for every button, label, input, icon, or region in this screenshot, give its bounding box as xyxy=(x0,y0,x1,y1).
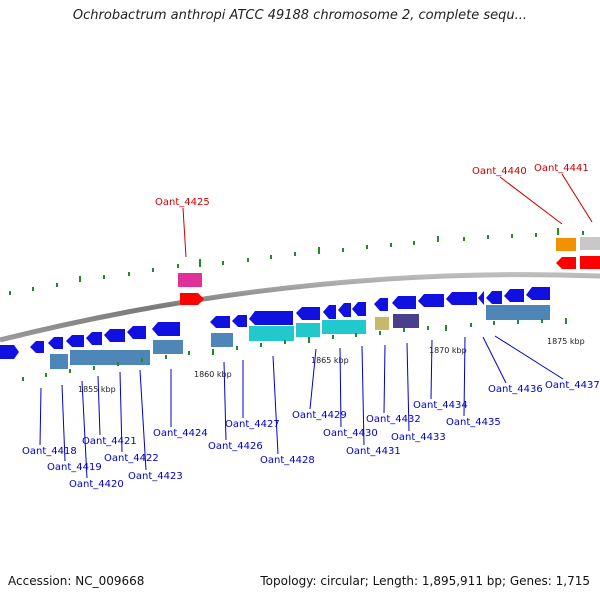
gene-label-oant-4421[interactable]: Oant_4421 xyxy=(82,436,137,447)
gene-arrow xyxy=(66,335,84,347)
leader-line xyxy=(223,361,227,441)
leader-line xyxy=(139,369,147,471)
gene-arrow xyxy=(374,298,388,311)
gene-label-oant-4437[interactable]: Oant_4437 xyxy=(545,380,600,391)
lower-genes xyxy=(0,287,550,359)
gene-oant-4441-rna xyxy=(580,237,600,250)
cds-box xyxy=(249,326,294,341)
gene-arrow xyxy=(323,305,336,319)
gene-label-oant-4427[interactable]: Oant_4427 xyxy=(225,419,280,430)
cds-box xyxy=(393,314,419,328)
gene-arrow xyxy=(152,322,180,336)
gene-arrow xyxy=(30,341,44,353)
cds-box xyxy=(375,317,389,330)
scale-tick-1855: 1855 kbp xyxy=(78,385,116,394)
gene-label-oant-4420[interactable]: Oant_4420 xyxy=(69,479,124,490)
cds-box xyxy=(296,323,320,337)
gene-arrow xyxy=(446,292,477,305)
genome-summary-text: Topology: circular; Length: 1,895,911 bp… xyxy=(260,574,590,588)
leader-line xyxy=(406,342,410,432)
leader-line xyxy=(494,335,564,380)
gene-arrow xyxy=(296,307,320,320)
gene-arrow xyxy=(504,289,524,302)
scale-tick-1860: 1860 kbp xyxy=(194,370,232,379)
gene-arrow xyxy=(338,303,351,317)
cds-box xyxy=(50,354,68,369)
gene-arrow xyxy=(127,326,146,339)
leader-line xyxy=(482,336,507,384)
scale-tick-1875: 1875 kbp xyxy=(547,337,585,346)
gene-oant-4440-rna xyxy=(556,238,576,251)
cds-box xyxy=(70,350,150,365)
label-leader-lines xyxy=(39,173,593,479)
gene-label-oant-4429[interactable]: Oant_4429 xyxy=(292,410,347,421)
gene-label-oant-4425[interactable]: Oant_4425 xyxy=(155,197,210,208)
leader-line xyxy=(383,344,386,414)
gene-arrow xyxy=(0,345,19,359)
cds-box xyxy=(211,333,233,347)
gene-label-oant-4440[interactable]: Oant_4440 xyxy=(472,166,527,177)
gene-label-oant-4432[interactable]: Oant_4432 xyxy=(366,414,421,425)
scale-tick-1865: 1865 kbp xyxy=(311,356,349,365)
gene-oant-4425-rna xyxy=(178,273,202,287)
gene-oant-4440 xyxy=(556,257,576,269)
gene-label-oant-4423[interactable]: Oant_4423 xyxy=(128,471,183,482)
gene-label-oant-4428[interactable]: Oant_4428 xyxy=(260,455,315,466)
map-title: Ochrobactrum anthropi ATCC 49188 chromos… xyxy=(72,8,528,23)
gene-oant-4425 xyxy=(180,293,204,305)
gene-arrow xyxy=(104,329,125,342)
gene-oant-4441 xyxy=(580,256,600,269)
gene-arrow xyxy=(526,287,550,300)
gene-arrow xyxy=(392,296,416,309)
gene-arrow xyxy=(48,337,63,349)
gene-label-oant-4433[interactable]: Oant_4433 xyxy=(391,432,446,443)
leader-line xyxy=(272,355,279,455)
chromosome-backbone xyxy=(0,272,600,343)
gene-arrow xyxy=(352,302,366,316)
gene-label-oant-4422[interactable]: Oant_4422 xyxy=(104,453,159,464)
gene-arrow xyxy=(86,332,102,345)
leader-line xyxy=(97,375,101,436)
gene-label-oant-4436[interactable]: Oant_4436 xyxy=(488,384,543,395)
scale-tick-1870: 1870 kbp xyxy=(429,346,467,355)
gene-labels: Oant_4418 Oant_4419 Oant_4420 Oant_4421 Oant… xyxy=(22,163,600,490)
gene-arrow xyxy=(249,311,293,325)
gene-arrow xyxy=(486,291,502,304)
leader-line xyxy=(430,339,433,400)
gene-arrow xyxy=(478,291,484,305)
leader-line xyxy=(182,207,187,258)
gene-label-oant-4430[interactable]: Oant_4430 xyxy=(323,428,378,439)
outer-tick-ring xyxy=(9,228,584,295)
gene-arrow xyxy=(210,316,230,328)
gene-label-oant-4435[interactable]: Oant_4435 xyxy=(446,417,501,428)
leader-line xyxy=(339,347,342,428)
gene-label-oant-4441[interactable]: Oant_4441 xyxy=(534,163,589,174)
leader-line xyxy=(119,371,123,453)
cds-features xyxy=(50,305,550,369)
gene-label-oant-4426[interactable]: Oant_4426 xyxy=(208,441,263,452)
gene-label-oant-4434[interactable]: Oant_4434 xyxy=(413,400,468,411)
gene-label-oant-4424[interactable]: Oant_4424 xyxy=(153,428,208,439)
leader-line xyxy=(361,345,365,446)
leader-line xyxy=(561,173,593,223)
leader-line xyxy=(81,380,88,479)
gene-arrow xyxy=(232,315,247,327)
upper-genes xyxy=(178,237,600,305)
leader-line xyxy=(39,387,42,446)
leader-line xyxy=(61,384,66,462)
gene-label-oant-4418[interactable]: Oant_4418 xyxy=(22,446,77,457)
leader-line xyxy=(463,336,466,417)
gene-label-oant-4419[interactable]: Oant_4419 xyxy=(47,462,102,473)
gene-arrow xyxy=(418,294,444,307)
inner-tick-ring xyxy=(22,318,567,381)
cds-box xyxy=(486,305,550,320)
leader-line xyxy=(309,348,317,410)
accession-text: Accession: NC_009668 xyxy=(8,574,145,588)
leader-line xyxy=(499,176,563,225)
gene-label-oant-4431[interactable]: Oant_4431 xyxy=(346,446,401,457)
cds-box xyxy=(153,340,183,354)
cds-box xyxy=(322,320,366,334)
